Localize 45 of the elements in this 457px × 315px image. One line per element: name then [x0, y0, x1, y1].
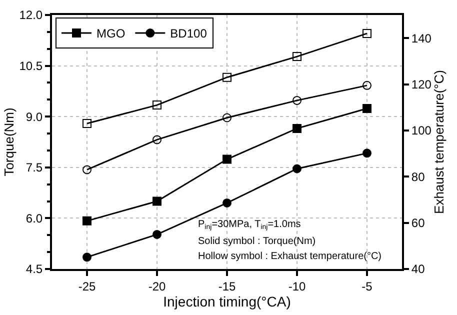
annotation: Solid symbol : Torque(Nm): [198, 236, 316, 247]
point: [362, 80, 372, 90]
annotation: P$_{inj}$=30MPa, T$_{inj}$=1.0ms: [198, 219, 301, 232]
y-tick-label: 10.5: [19, 59, 43, 73]
point: [152, 100, 162, 110]
point: [82, 165, 92, 174]
y2-tick-label: 60: [411, 216, 426, 230]
point: [292, 96, 302, 105]
y2-axis-title: Exhaust temperature(°C): [432, 70, 447, 214]
point: [152, 230, 162, 239]
point: [152, 135, 162, 144]
legend-label: BD100: [170, 26, 208, 41]
point: [82, 252, 92, 262]
y2-tick-label: 120: [411, 77, 432, 92]
point: [362, 104, 372, 113]
y2-tick-label: 80: [411, 170, 426, 184]
point: [82, 216, 92, 226]
point: [222, 198, 232, 208]
y2-tick-label: 40: [411, 262, 426, 276]
point: [362, 148, 372, 158]
point: [292, 124, 302, 133]
y-tick-label: 7.5: [26, 160, 43, 175]
point: [362, 28, 372, 38]
x-tick-label: -5: [362, 279, 373, 294]
point: [222, 113, 232, 122]
point: [82, 119, 92, 128]
y-axis-title: Torque(Nm): [2, 108, 17, 176]
point: [292, 164, 302, 174]
y-tick-label: 4.5: [26, 262, 43, 276]
y-tick-label: 9.0: [26, 110, 43, 124]
x-tick-label: -10: [288, 279, 306, 294]
y-tick-label: 12.0: [19, 8, 43, 22]
x-tick-label: -15: [218, 279, 236, 294]
point: [222, 154, 232, 164]
y-tick-label: 6.0: [26, 211, 43, 226]
point: [152, 196, 162, 206]
x-tick-label: -20: [148, 279, 166, 294]
point: [222, 72, 232, 82]
y2-tick-label: 100: [411, 124, 432, 138]
annotation: Hollow symbol : Exhaust temperature(°C): [198, 251, 382, 262]
y2-tick-label: 140: [411, 31, 432, 46]
legend-label: MGO: [96, 26, 126, 41]
point: [292, 52, 302, 62]
x-tick-label: -25: [78, 279, 96, 294]
x-axis-title: Injection timing(°CA): [163, 293, 291, 310]
